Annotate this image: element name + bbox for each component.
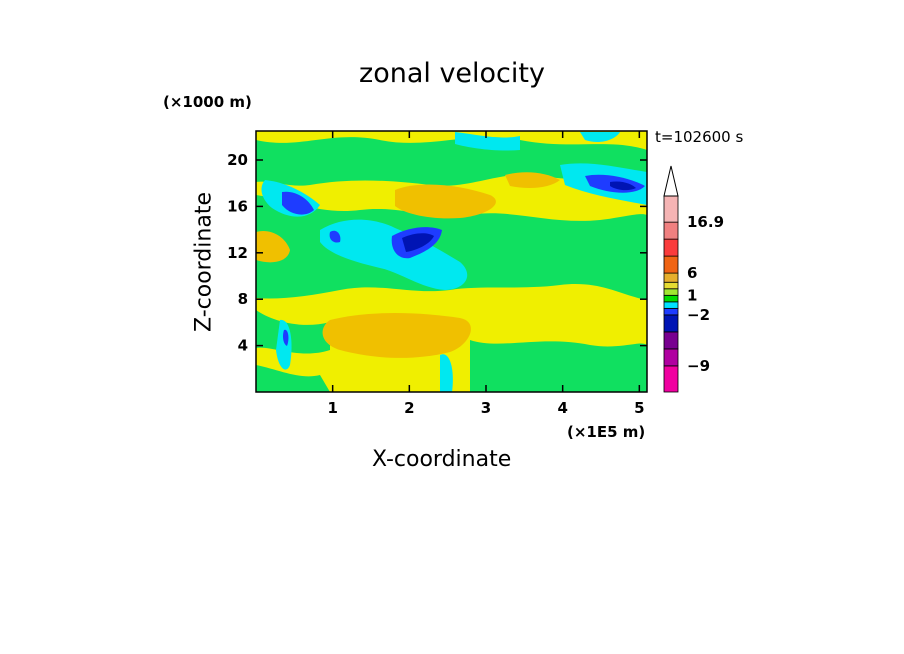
field-region [256,137,647,186]
x-tick-label: 5 [634,399,644,417]
chart-title: zonal velocity [359,58,545,89]
colorbar-segment [663,195,679,223]
field-region [395,184,496,219]
y-tick-label: 16 [227,197,248,215]
field-region [455,132,520,151]
field-region [470,340,647,392]
x-axis: 1 2 3 4 5 [327,131,645,417]
x-tick-label: 4 [557,399,567,417]
field-region [610,181,636,191]
field-region [276,319,292,370]
colorbar-segment [663,288,679,296]
y-tick-label: 8 [238,290,248,308]
velocity-field [256,131,647,392]
colorbar-segment [663,281,679,290]
field-region [322,313,471,358]
colorbar-segment [663,301,679,309]
field-region [256,310,330,354]
field-region [282,191,314,215]
colorbar-segment [663,221,679,240]
colorbar-label: −2 [687,306,710,324]
colorbar-segment [663,272,679,283]
z-axis-unit: (×1000 m) [163,93,252,111]
field-region [256,230,290,263]
colorbar-segment [663,238,679,257]
colorbar-label: −9 [687,357,710,375]
colorbar-label: 6 [687,264,697,282]
colorbar-extend-arrow [663,165,679,197]
colorbar-segment [663,255,679,274]
y-tick-label: 20 [227,151,248,169]
y-axis: 4 8 12 16 20 [227,151,647,355]
x-axis-unit: (×1E5 m) [567,423,646,441]
plot-frame [255,130,648,393]
x-axis-label: X-coordinate [372,447,512,472]
field-region [256,365,330,392]
x-tick-label: 2 [404,399,414,417]
colorbar-segment [663,314,679,333]
colorbar-label: 1 [687,286,697,304]
time-label: t=102600 s [655,128,744,146]
colorbar-segment [663,348,679,367]
x-tick-label: 3 [481,399,491,417]
colorbar: 16.9 6 1 −2 −9 [663,165,724,393]
y-tick-label: 12 [227,244,248,262]
colorbar-segment [663,331,679,350]
field-region [505,172,560,188]
field-region [440,354,453,392]
field-region [580,132,620,143]
colorbar-segment [663,365,679,393]
field-region [402,233,434,252]
colorbar-segment [663,307,679,316]
x-tick-label: 1 [327,399,337,417]
colorbar-segment [663,294,679,303]
colorbar-label: 16.9 [687,213,724,231]
field-region [329,230,341,243]
field-region [320,219,468,290]
field-region [283,329,289,346]
y-tick-label: 4 [238,337,248,355]
